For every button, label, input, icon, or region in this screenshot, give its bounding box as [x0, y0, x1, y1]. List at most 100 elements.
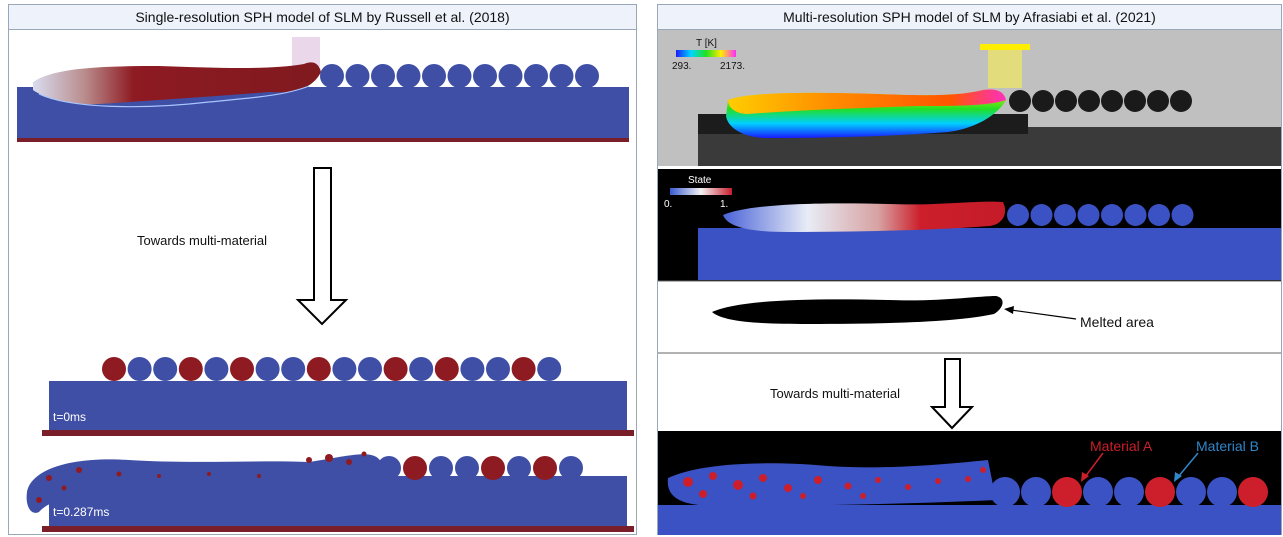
multi-material-view [658, 431, 1281, 535]
material-b-label: Material B [1196, 438, 1260, 454]
powder-particle [409, 357, 434, 381]
powder-particle [281, 357, 306, 381]
powder-particle [860, 493, 866, 499]
state-colorbar [670, 188, 732, 195]
melted-area-pointer-head [1004, 306, 1014, 314]
powder-particle [486, 357, 510, 381]
powder-particle [1207, 477, 1237, 507]
left-figure [17, 37, 634, 532]
powder-particle [434, 357, 459, 381]
powder-particle [511, 357, 536, 381]
powder-particle [709, 472, 717, 480]
powder-particle [1078, 90, 1100, 112]
towards-multi-material-label-right: Towards multi-material [770, 386, 901, 401]
towards-multi-material-label-left: Towards multi-material [137, 233, 268, 248]
powder-particle [1007, 204, 1029, 226]
powder-particle [377, 456, 401, 480]
powder-particle [346, 459, 352, 465]
powder-particle [533, 456, 557, 480]
powder-particle [1030, 204, 1053, 226]
powder-particle [204, 357, 229, 381]
powder-particle [759, 474, 767, 482]
powder-particle [537, 357, 562, 381]
laser-beam [988, 50, 1022, 88]
left-panel-title: Single-resolution SPH model of SLM by Ru… [9, 5, 636, 30]
substrate [698, 228, 1281, 280]
state-legend-max: 1. [720, 199, 728, 210]
material-a-label: Material A [1090, 438, 1153, 454]
powder-particle [1032, 90, 1054, 112]
powder-particle [800, 493, 806, 499]
powder-particle [46, 475, 52, 481]
powder-particle [1148, 204, 1170, 226]
state-legend-title: State [688, 175, 712, 186]
powder-particle [361, 451, 367, 457]
powder-particle [1021, 477, 1051, 507]
powder-particle [965, 476, 971, 482]
powder-particle [306, 457, 312, 463]
powder-particle [1124, 204, 1147, 226]
powder-particle [784, 484, 792, 492]
powder-particle [507, 456, 531, 480]
powder-particle [1114, 477, 1144, 507]
powder-particle [455, 456, 479, 480]
powder-row-remaining [377, 456, 583, 480]
right-panel-title: Multi-resolution SPH model of SLM by Afr… [658, 5, 1281, 30]
powder-particle [422, 64, 446, 88]
red-spatter [36, 451, 367, 503]
melted-area-pointer [1010, 309, 1077, 320]
powder-particle [980, 467, 986, 473]
time-label-start: t=0ms [53, 410, 87, 424]
powder-particle [1009, 90, 1031, 112]
powder-particle [749, 492, 757, 500]
powder-particle [396, 64, 421, 88]
right-panel: Multi-resolution SPH model of SLM by Afr… [657, 4, 1282, 535]
melted-area-view [658, 280, 1281, 354]
powder-particle [1176, 477, 1206, 507]
powder-particle [403, 456, 427, 480]
powder-particle [683, 477, 693, 487]
material-a-pointer-head [1081, 472, 1089, 482]
powder-particle [1238, 477, 1268, 507]
powder-particle [255, 357, 280, 381]
multi-material-initial [42, 357, 634, 436]
powder-particle [257, 474, 261, 478]
powder-particle [306, 357, 331, 381]
powder-particle [320, 64, 344, 88]
powder-particle [1171, 204, 1194, 226]
powder-particle [1101, 90, 1123, 112]
powder-particle [1083, 477, 1113, 507]
temperature-view: T [K] 293. 2173. [658, 30, 1281, 166]
powder-particle [990, 477, 1020, 507]
baseplate [42, 526, 634, 532]
powder-particle [1054, 204, 1076, 226]
powder-particle [1101, 204, 1123, 226]
powder-particle [559, 456, 583, 480]
powder-particle [473, 64, 497, 88]
powder-particle [383, 357, 408, 381]
powder-particle [905, 484, 911, 490]
powder-particle [61, 485, 67, 491]
powder-particle [935, 478, 941, 484]
powder-particle [524, 64, 548, 88]
material-b-pointer-head [1174, 472, 1182, 482]
powder-particle [549, 64, 574, 88]
powder-particle [230, 357, 254, 381]
powder-particle [875, 477, 881, 483]
powder-particle [325, 454, 333, 462]
state-legend-min: 0. [664, 199, 672, 210]
powder-particle [157, 474, 161, 478]
temperature-legend-min: 293. [672, 61, 691, 72]
powder-particle [447, 64, 472, 88]
temperature-legend-title: T [K] [696, 38, 717, 49]
powder-particle [1077, 204, 1100, 226]
melt-pool-surface [728, 89, 1006, 114]
melted-area-label: Melted area [1080, 314, 1154, 330]
baseplate [42, 430, 634, 436]
substrate [658, 505, 1281, 535]
single-resolution-track [17, 37, 629, 142]
melt-pool [33, 62, 321, 105]
melt-track [667, 460, 996, 506]
powder-row-temperature [1009, 90, 1192, 112]
melt-boundary [38, 85, 310, 108]
